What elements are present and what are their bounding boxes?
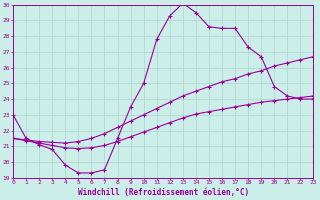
X-axis label: Windchill (Refroidissement éolien,°C): Windchill (Refroidissement éolien,°C): [78, 188, 249, 197]
